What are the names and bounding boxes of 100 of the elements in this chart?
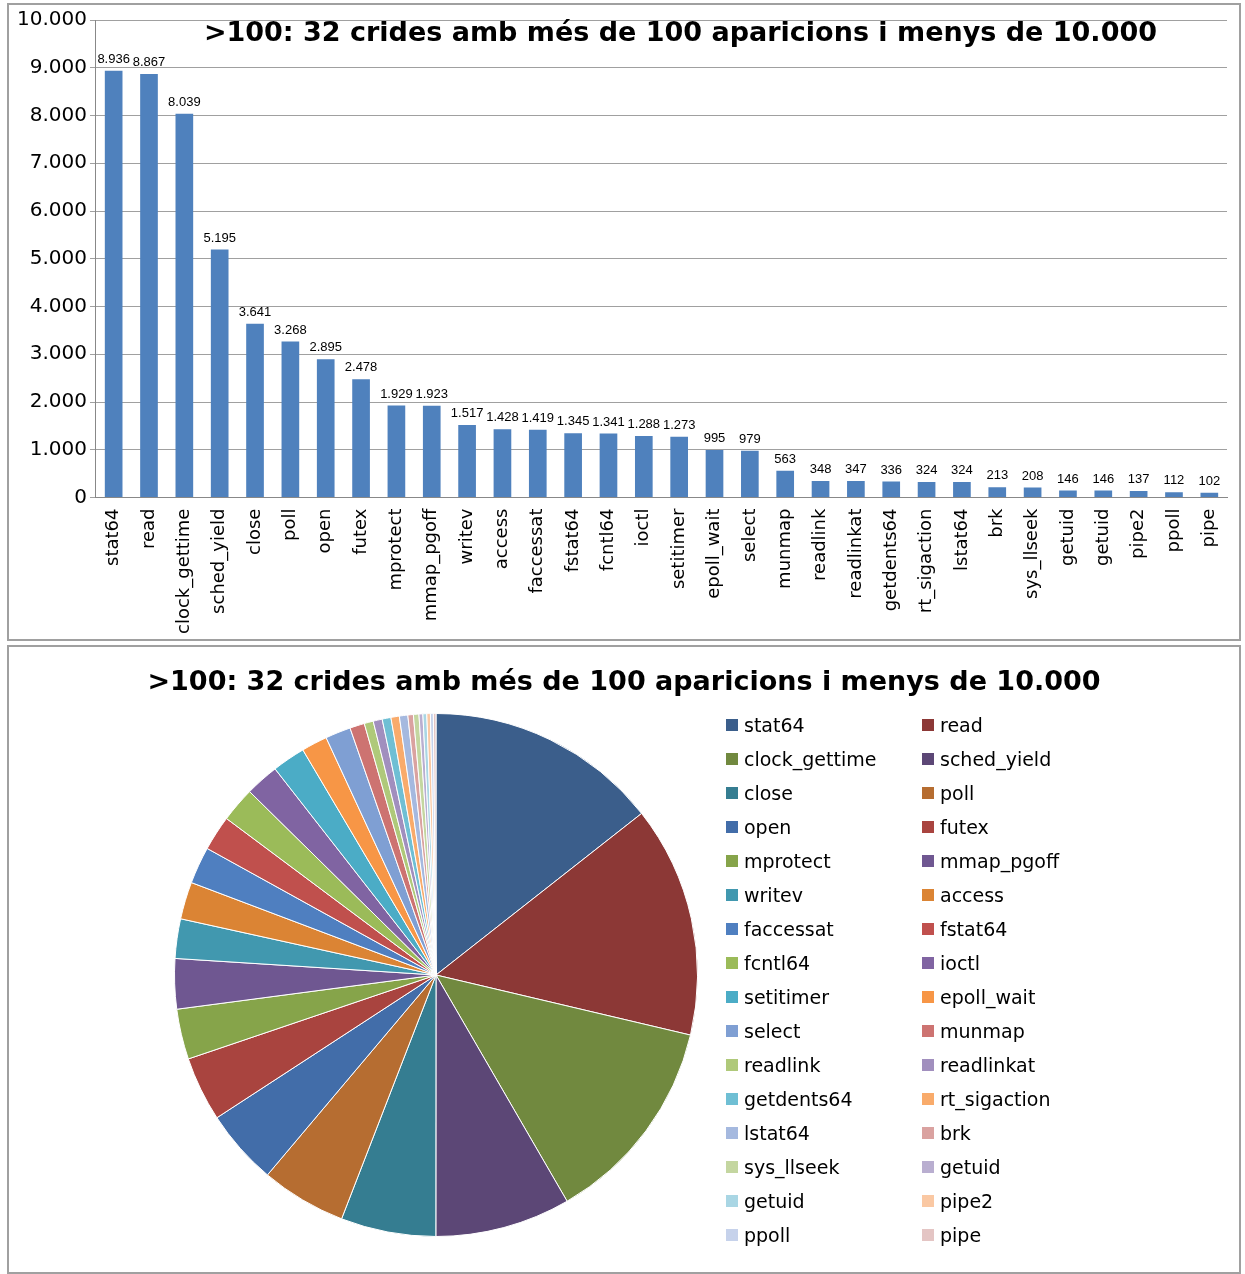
x-tick-label: readlinkat xyxy=(843,508,865,599)
bar xyxy=(1059,490,1077,498)
bar xyxy=(422,405,441,498)
x-tick-label: lstat64 xyxy=(949,508,971,571)
legend-label: getdents64 xyxy=(744,1087,853,1110)
legend-label: fcntl64 xyxy=(744,951,811,974)
x-tick-label: rt_sigaction xyxy=(914,508,937,614)
x-tick-label: poll xyxy=(278,508,300,541)
bar xyxy=(493,429,512,498)
legend-label: open xyxy=(744,815,792,838)
bar xyxy=(1094,490,1113,498)
bar xyxy=(316,359,335,498)
x-tick-label: sched_yield xyxy=(207,508,230,614)
legend-label: ppoll xyxy=(744,1223,791,1246)
legend-label: read xyxy=(940,713,983,736)
x-tick-label: open xyxy=(313,508,335,554)
legend-label: mmap_pgoff xyxy=(940,849,1060,872)
legend-label: close xyxy=(744,781,793,804)
y-tick-label: 7.000 xyxy=(29,149,87,174)
x-tick-label: setitimer xyxy=(666,507,688,590)
legend-label: setitimer xyxy=(744,985,830,1008)
x-tick-label: mprotect xyxy=(384,508,406,591)
data-label: 102 xyxy=(1198,472,1221,488)
x-tick-label: ppoll xyxy=(1161,508,1183,553)
bar xyxy=(528,429,547,498)
x-tick-label: select xyxy=(737,508,759,563)
bar xyxy=(175,113,194,498)
x-tick-label: stat64 xyxy=(101,508,123,566)
data-label: 146 xyxy=(1057,470,1079,486)
bar xyxy=(776,470,795,498)
legend-label: rt_sigaction xyxy=(940,1087,1051,1110)
data-label: 208 xyxy=(1021,467,1044,483)
data-label: 1.428 xyxy=(486,409,519,425)
bar xyxy=(953,482,971,498)
legend-label: brk xyxy=(940,1121,971,1144)
legend-label: ioctl xyxy=(940,951,981,974)
x-tick-label: access xyxy=(490,508,512,570)
legend-label: getuid xyxy=(940,1155,1001,1178)
data-label: 2.478 xyxy=(344,359,378,375)
chart-title: >100: 32 crides amb més de 100 aparicions i menys de 10.000 xyxy=(146,665,1102,696)
bar xyxy=(847,480,865,498)
data-label: 112 xyxy=(1163,472,1185,488)
data-label: 1.273 xyxy=(662,416,696,432)
y-tick-label: 5.000 xyxy=(29,244,87,269)
x-tick-label: mmap_pgoff xyxy=(419,507,442,622)
legend-label: pipe2 xyxy=(940,1189,994,1212)
bar xyxy=(599,433,618,498)
data-label: 8.039 xyxy=(168,93,201,109)
x-tick-label: getuid xyxy=(1055,508,1077,566)
y-tick-label: 9.000 xyxy=(29,53,87,78)
x-tick-label: close xyxy=(242,508,264,555)
x-tick-label: readlink xyxy=(808,507,830,581)
x-tick-label: fcntl64 xyxy=(596,508,618,572)
data-label: 1.419 xyxy=(521,409,555,425)
data-label: 324 xyxy=(915,462,938,478)
data-label: 1.345 xyxy=(556,413,590,429)
data-label: 137 xyxy=(1127,471,1150,487)
y-tick-label: 1.000 xyxy=(29,435,87,460)
data-label: 348 xyxy=(809,461,832,476)
y-tick-label: 2.000 xyxy=(29,388,87,413)
legend-label: lstat64 xyxy=(744,1121,810,1144)
data-label: 3.641 xyxy=(238,303,272,319)
x-tick-label: epoll_wait xyxy=(702,508,725,599)
bar xyxy=(564,433,582,498)
x-tick-label: brk xyxy=(984,507,1006,538)
bar xyxy=(210,249,229,498)
legend-label: sys_llseek xyxy=(744,1155,840,1178)
data-label: 146 xyxy=(1092,470,1115,486)
legend-label: writev xyxy=(744,883,804,906)
bar xyxy=(811,480,830,498)
data-label: 563 xyxy=(774,450,797,466)
bar xyxy=(882,481,901,498)
bar xyxy=(705,450,724,498)
x-tick-label: sys_llseek xyxy=(1020,507,1043,599)
legend-label: select xyxy=(744,1019,801,1042)
bar xyxy=(458,425,476,498)
y-tick-label: 6.000 xyxy=(29,197,87,222)
data-label: 347 xyxy=(845,461,867,477)
bar xyxy=(1165,492,1183,498)
legend-label: faccessat xyxy=(744,917,834,940)
x-tick-label: clock_gettime xyxy=(172,508,195,635)
bar xyxy=(1023,487,1042,498)
bar xyxy=(140,74,158,498)
legend-label: getuid xyxy=(744,1189,805,1212)
legend-label: pipe xyxy=(940,1223,982,1246)
data-label: 2.895 xyxy=(309,339,342,355)
bar xyxy=(670,436,688,498)
bar xyxy=(741,450,759,498)
legend-label: sched_yield xyxy=(940,747,1052,770)
bar xyxy=(352,379,370,498)
y-tick-label: 3.000 xyxy=(29,340,87,365)
legend-label: munmap xyxy=(940,1019,1025,1042)
x-tick-label: pipe xyxy=(1197,508,1218,548)
legend-label: epoll_wait xyxy=(940,985,1036,1008)
data-label: 336 xyxy=(880,461,903,477)
legend-label: access xyxy=(940,883,1005,906)
legend-label: poll xyxy=(940,781,975,804)
bar xyxy=(1200,492,1219,498)
legend-label: fstat64 xyxy=(940,917,1008,940)
bar xyxy=(246,323,264,498)
